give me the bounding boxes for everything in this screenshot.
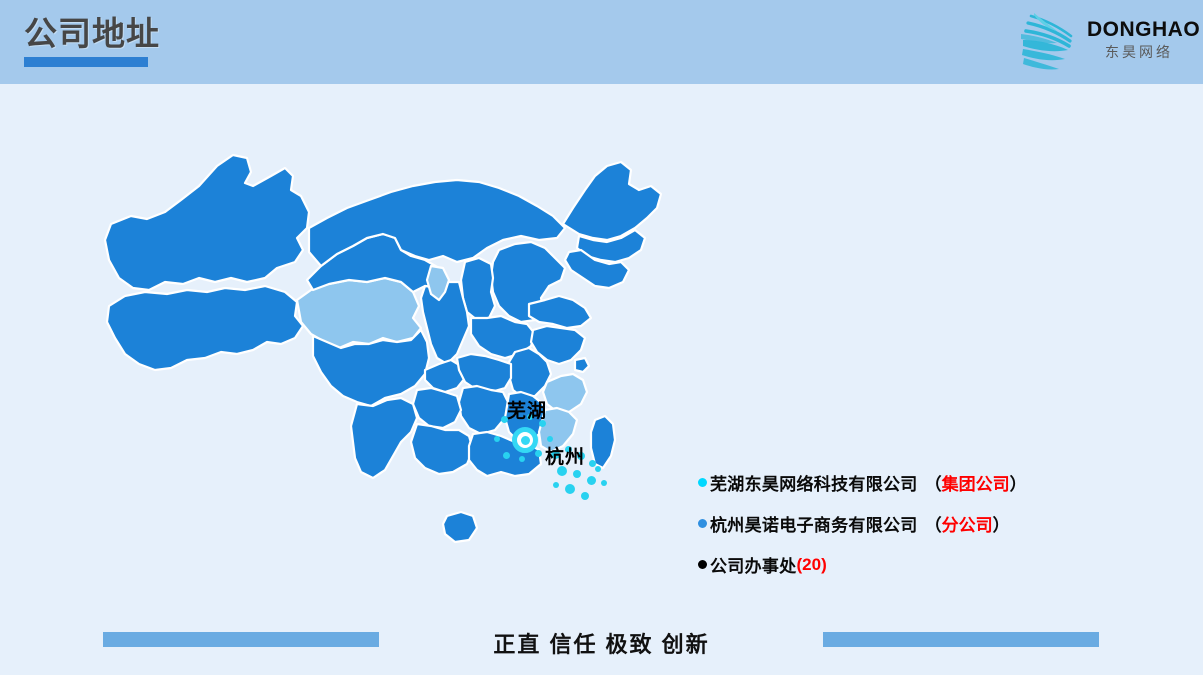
province-jiangsu xyxy=(529,324,587,366)
legend-list: 芜湖东昊网络科技有限公司 （集团公司） 杭州昊诺电子商务有限公司 （分公司） 公… xyxy=(698,462,1118,585)
province-hunan xyxy=(457,384,511,436)
province-chongqing xyxy=(423,358,467,394)
bullet-black-icon xyxy=(698,560,707,569)
legend-close-paren: ） xyxy=(1009,475,1027,494)
footer-bar-left xyxy=(103,632,379,647)
province-shaanxi xyxy=(419,280,471,366)
legend-tag: 分公司 xyxy=(941,516,993,535)
province-guangxi xyxy=(409,422,475,476)
province-hubei xyxy=(455,352,513,394)
title-underline xyxy=(24,57,148,67)
footer-slogan: 正直 信任 极致 创新 xyxy=(493,632,710,657)
footer-bar-right xyxy=(823,632,1099,647)
legend-open-paren: （ xyxy=(924,516,942,535)
china-map: 芜湖 杭州 xyxy=(95,120,725,620)
province-fujian xyxy=(537,406,579,454)
province-guizhou xyxy=(411,386,463,430)
header-band xyxy=(0,0,1203,84)
province-liaoning xyxy=(563,248,631,290)
province-sichuan xyxy=(311,328,431,408)
logo-name-cn: 东昊网络 xyxy=(1105,44,1173,60)
province-taiwan xyxy=(589,414,617,470)
legend-open-paren: （ xyxy=(924,475,942,494)
legend-label: 芜湖东昊网络科技有限公司 xyxy=(710,475,918,494)
page-title: 公司地址 xyxy=(24,15,160,52)
province-xinjiang xyxy=(103,153,311,292)
legend-label: 杭州昊诺电子商务有限公司 xyxy=(710,516,918,535)
china-map-svg xyxy=(103,153,663,544)
legend-tag: 集团公司 xyxy=(941,475,1010,494)
province-tibet xyxy=(105,284,305,372)
province-yunnan xyxy=(349,396,419,480)
legend-item-group-company[interactable]: 芜湖东昊网络科技有限公司 （集团公司） xyxy=(698,462,1118,503)
bullet-cyan-icon xyxy=(698,478,707,487)
fan-wing-icon xyxy=(1021,13,1073,70)
province-hainan xyxy=(441,510,479,544)
legend-item-offices[interactable]: 公司办事处 (20) xyxy=(698,544,1118,585)
province-shandong xyxy=(527,294,593,330)
bullet-blue-icon xyxy=(698,519,707,528)
logo-name-en: DONGHAO xyxy=(1087,18,1201,41)
legend-item-branch-company[interactable]: 杭州昊诺电子商务有限公司 （分公司） xyxy=(698,503,1118,544)
legend-label: 公司办事处 xyxy=(710,557,797,576)
company-logo: DONGHAO 东昊网络 xyxy=(1015,8,1201,74)
province-henan xyxy=(469,314,537,360)
province-shanghai xyxy=(573,356,591,374)
province-ningxia xyxy=(425,264,451,302)
legend-tag: (20) xyxy=(796,554,827,574)
province-heilongjiang xyxy=(561,160,663,242)
province-inner-mongolia xyxy=(307,178,567,268)
legend-close-paren: ） xyxy=(992,516,1010,535)
province-zhejiang xyxy=(541,372,589,414)
